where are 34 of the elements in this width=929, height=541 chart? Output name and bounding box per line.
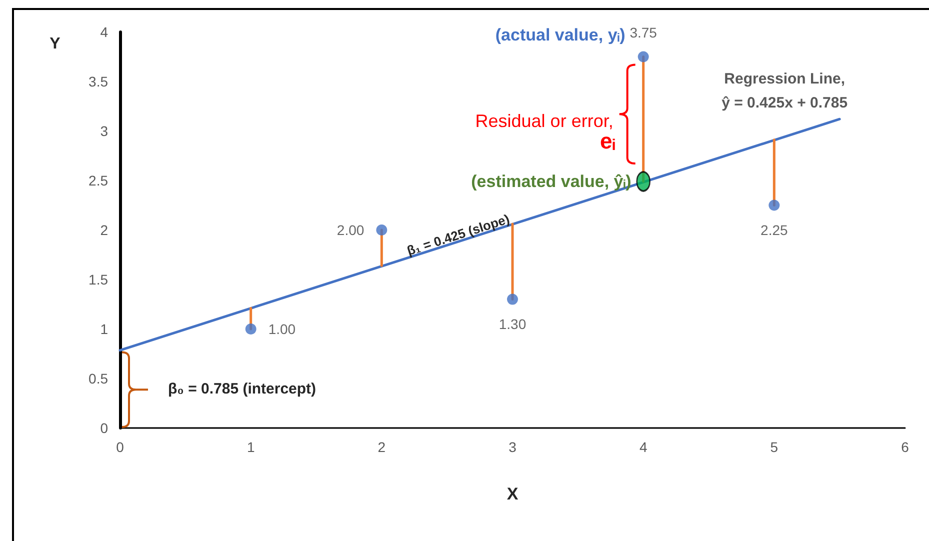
y-tick-label: 4: [100, 24, 108, 40]
x-tick-label: 4: [639, 439, 648, 455]
point: [636, 171, 651, 192]
annotation: (actual value, yᵢ): [495, 25, 626, 44]
y-tick-label: 0: [100, 420, 108, 436]
annotation: Regression Line,: [724, 70, 846, 88]
annotation: ŷ = 0.425x + 0.785: [722, 94, 848, 112]
data-label: 2.25: [760, 222, 788, 238]
y-tick-label: 2: [100, 222, 108, 238]
y-tick-label: 2.5: [88, 172, 108, 188]
x-axis-title: X: [506, 484, 519, 504]
x-tick-label: 0: [116, 439, 124, 455]
y-tick-label: 0.5: [88, 370, 108, 386]
data-label: 1.00: [268, 321, 296, 337]
point: [245, 324, 256, 334]
point: [638, 51, 649, 62]
point: [376, 224, 388, 236]
annotation: (estimated value, ŷᵢ): [471, 172, 632, 191]
y-tick-label: 3.5: [88, 74, 108, 90]
x-tick-label: 6: [901, 439, 910, 455]
annotation: β₀ = 0.785 (intercept): [168, 380, 316, 398]
y-axis-title: Y: [50, 36, 61, 52]
x-tick-label: 3: [508, 439, 517, 455]
x-tick-label: 5: [770, 439, 778, 455]
y-tick-label: 1: [100, 321, 108, 337]
x-tick-label: 2: [378, 439, 386, 455]
data-label: 3.75: [630, 24, 658, 40]
data-label: 2.00: [336, 222, 364, 238]
y-tick-label: 1.5: [88, 272, 108, 288]
point: [507, 294, 518, 305]
data-label: 1.30: [498, 316, 526, 332]
point: [768, 200, 780, 211]
y-tick-label: 3: [100, 123, 108, 139]
x-tick-label: 1: [246, 439, 255, 455]
